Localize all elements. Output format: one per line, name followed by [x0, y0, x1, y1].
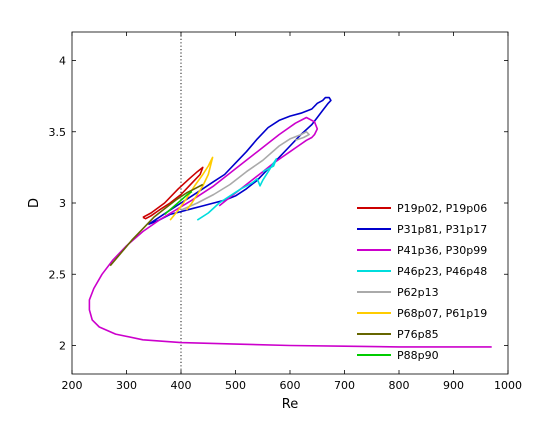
legend-label-3: P41p36, P30p99	[397, 244, 487, 257]
x-tick-label: 200	[62, 379, 83, 392]
series-line-7	[109, 183, 204, 267]
axes-layer: 200 300 400 500 600 700 800 900 1000 2 2.5 3 3.5 4	[49, 32, 522, 392]
series-line-1	[142, 166, 204, 220]
series-line-2	[147, 96, 332, 226]
y-tick-label: 4	[59, 55, 66, 68]
x-tick-label: 300	[116, 379, 137, 392]
series-line-6	[169, 156, 214, 221]
y-tick-label: 2	[59, 340, 66, 353]
series-line-4	[196, 158, 278, 221]
series-line-8	[164, 190, 193, 216]
x-tick-label: 800	[389, 379, 410, 392]
legend-label-4: P46p23, P46p48	[397, 265, 487, 278]
legend: P19p02, P19p06 P31p81, P31p17 P41p36, P30p…	[357, 202, 487, 362]
x-tick-label: 400	[171, 379, 192, 392]
legend-label-1: P19p02, P19p06	[397, 202, 487, 215]
legend-label-7: P76p85	[397, 328, 439, 341]
legend-label-8: P88p90	[397, 349, 439, 362]
y-axis-label: D	[27, 198, 42, 208]
x-axis-label: Re	[282, 397, 298, 412]
x-tick-label: 600	[280, 379, 301, 392]
y-tick-label: 3.5	[49, 126, 67, 139]
x-tick-label: 700	[334, 379, 355, 392]
series-line-5	[180, 131, 310, 211]
x-tick-label: 900	[443, 379, 464, 392]
x-tick-label: 1000	[494, 379, 522, 392]
y-tick-label: 3	[59, 197, 66, 210]
x-tick-label: 500	[225, 379, 246, 392]
plot-area	[71, 31, 509, 375]
legend-label-6: P68p07, P61p19	[397, 307, 487, 320]
marks-layer	[88, 32, 492, 374]
legend-label-2: P31p81, P31p17	[397, 223, 487, 236]
legend-label-5: P62p13	[397, 286, 439, 299]
series-line-3	[88, 116, 492, 348]
y-tick-label: 2.5	[49, 268, 67, 281]
